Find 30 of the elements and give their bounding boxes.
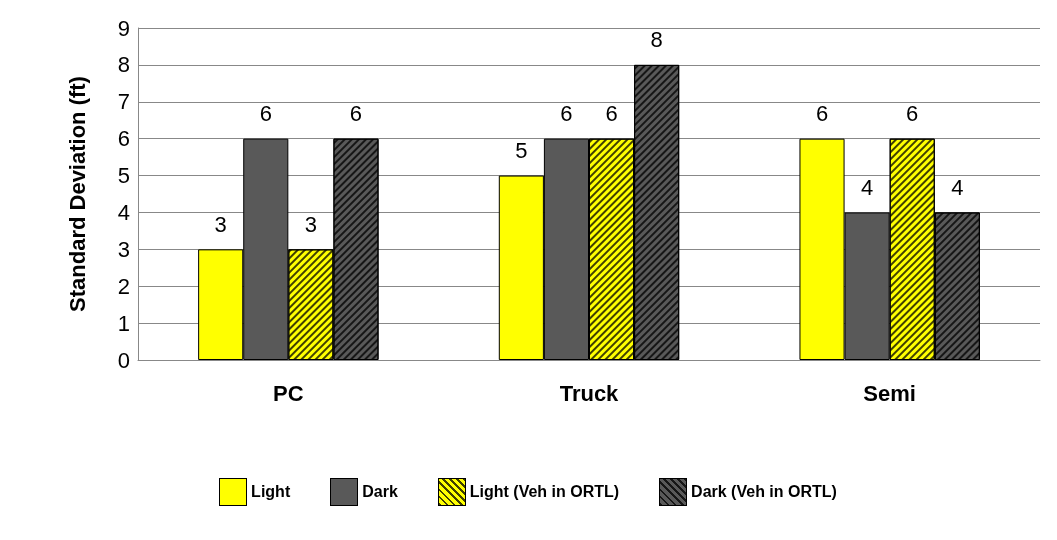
data-label: 4 bbox=[860, 174, 874, 200]
data-label: 5 bbox=[515, 138, 528, 164]
y-tick-label: 2 bbox=[117, 273, 130, 299]
y-tick-label: 0 bbox=[117, 347, 130, 373]
legend-label: Dark (Veh in ORTL) bbox=[691, 483, 837, 501]
y-tick-label: 9 bbox=[117, 15, 130, 41]
data-label: 4 bbox=[951, 174, 964, 200]
y-tick-label: 5 bbox=[117, 163, 130, 189]
data-label: 3 bbox=[304, 211, 318, 237]
data-label: 3 bbox=[214, 211, 227, 237]
data-label: 8 bbox=[650, 27, 663, 53]
x-tick-label: Truck bbox=[559, 380, 620, 406]
y-tick-label: 7 bbox=[117, 89, 130, 115]
legend-label: Light bbox=[251, 483, 291, 501]
y-tick-label: 4 bbox=[117, 199, 130, 225]
x-tick-label: Semi bbox=[863, 380, 916, 406]
data-label: 6 bbox=[560, 101, 573, 127]
data-label: 6 bbox=[906, 101, 919, 127]
x-tick-label: PC bbox=[273, 380, 304, 406]
legend-label: Light (Veh in ORTL) bbox=[469, 483, 620, 501]
data-label: 6 bbox=[349, 101, 363, 127]
data-label: 6 bbox=[815, 101, 829, 127]
data-label: 6 bbox=[605, 101, 618, 127]
legend-label: Dark bbox=[362, 483, 398, 501]
y-axis-title: Standard Deviation (ft) bbox=[64, 76, 90, 312]
y-tick-label: 6 bbox=[117, 126, 130, 152]
y-tick-label: 3 bbox=[117, 236, 130, 262]
data-label: 6 bbox=[259, 101, 272, 127]
y-tick-label: 8 bbox=[117, 52, 130, 78]
y-tick-label: 1 bbox=[117, 310, 130, 336]
